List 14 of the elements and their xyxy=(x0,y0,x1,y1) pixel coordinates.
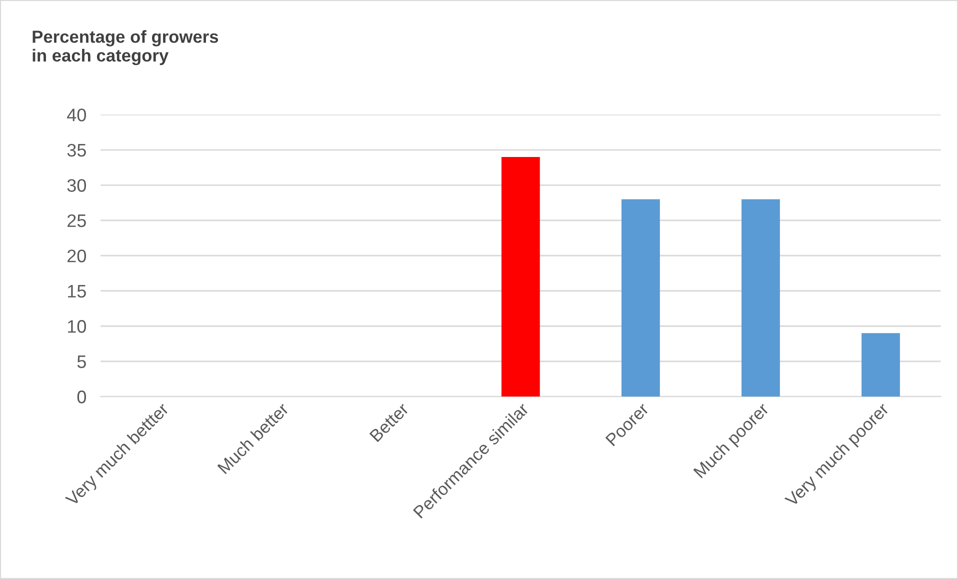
bar xyxy=(862,333,900,397)
chart-title: Percentage of growers in each category xyxy=(32,30,218,66)
y-tick-label: 40 xyxy=(67,108,86,122)
bar xyxy=(621,199,660,397)
y-tick-label: 5 xyxy=(77,355,86,368)
y-tick-label: 30 xyxy=(67,179,86,192)
y-tick-label: 25 xyxy=(68,214,86,228)
y-tick-label: 10 xyxy=(68,320,86,333)
bar xyxy=(742,199,780,397)
bar xyxy=(501,156,540,397)
y-tick-label: 20 xyxy=(68,250,86,262)
y-tick-label: 15 xyxy=(68,284,86,298)
y-tick-label: 0 xyxy=(77,390,86,404)
y-tick-label: 35 xyxy=(67,144,86,157)
